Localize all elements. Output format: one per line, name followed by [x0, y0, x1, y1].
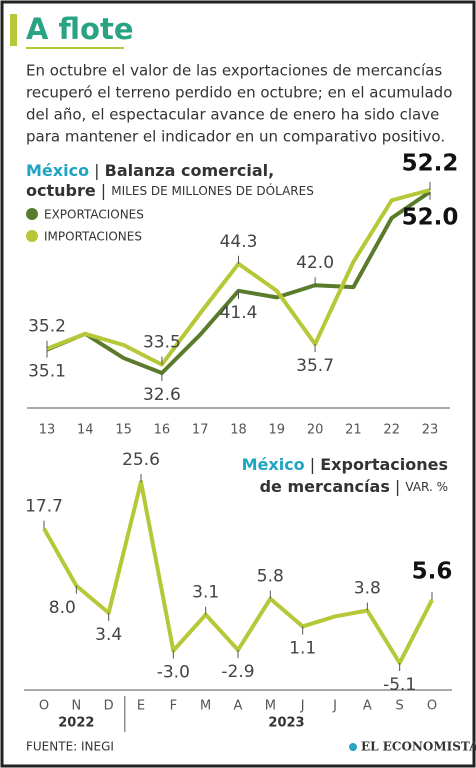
data-label: 3.8 — [354, 579, 381, 599]
paragraph-line: recuperó el terreno perdido en octubre; … — [26, 84, 452, 102]
x-tick-label: 14 — [77, 423, 94, 438]
title-bar — [10, 14, 17, 46]
x-tick-label: 15 — [115, 423, 132, 438]
data-label: 35.1 — [28, 362, 66, 382]
x-tick-label: E — [137, 699, 145, 714]
title-line: de mercancías — [260, 477, 390, 496]
unit: VAR. % — [405, 480, 448, 494]
chart-2: México | Exportaciones de mercancías | VA… — [24, 450, 452, 732]
x-tick-label: 20 — [307, 423, 324, 438]
chart-title: México | Exportaciones — [242, 455, 448, 474]
source: FUENTE: INEGI — [26, 740, 114, 754]
x-tick-label: O — [427, 699, 437, 714]
separator: | — [305, 455, 321, 474]
x-tick-label: 13 — [39, 423, 56, 438]
legend-label: IMPORTACIONES — [44, 230, 142, 244]
title-region: México — [242, 455, 305, 474]
title-line: octubre — [26, 181, 96, 200]
data-label: 32.6 — [143, 385, 181, 405]
title: A flote — [26, 12, 134, 46]
x-tick-label: 19 — [269, 423, 286, 438]
data-label: 17.7 — [25, 497, 63, 517]
x-tick-label: 23 — [422, 423, 439, 438]
x-tick-label: 22 — [383, 423, 400, 438]
title-line: Balanza comercial, — [105, 161, 275, 180]
chart-1: México | Balanza comercial,octubre | MIL… — [26, 151, 458, 438]
x-tick-label: 18 — [230, 423, 247, 438]
x-tick-label: 16 — [154, 423, 171, 438]
data-label: 42.0 — [296, 253, 334, 273]
x-tick-label: O — [39, 699, 49, 714]
chart-title: octubre | MILES DE MILLONES DE DÓLARES — [26, 181, 314, 200]
data-label: 44.3 — [220, 232, 258, 252]
data-label: 1.1 — [289, 638, 316, 658]
data-label: -2.9 — [221, 662, 254, 682]
x-tick-label: S — [396, 699, 404, 714]
x-tick-label: F — [170, 699, 177, 714]
legend-swatch — [26, 230, 38, 242]
brand-icon — [349, 743, 357, 751]
paragraph: En octubre el valor de las exportaciones… — [26, 62, 452, 146]
paragraph-line: En octubre el valor de las exportaciones… — [26, 62, 442, 80]
x-tick-label: N — [71, 699, 81, 714]
separator: | — [390, 477, 406, 496]
legend-label: EXPORTACIONES — [44, 208, 144, 222]
chart-title: de mercancías | VAR. % — [260, 477, 448, 496]
x-tick-label: 17 — [192, 423, 209, 438]
paragraph-line: del año, el espectacular avance de enero… — [26, 106, 439, 124]
paragraph-line: para mantener el indicador en un compara… — [26, 128, 445, 146]
data-label: 33.5 — [143, 333, 181, 353]
x-tick-label: J — [332, 699, 337, 714]
data-label: 8.0 — [49, 598, 76, 618]
x-tick-label: J — [300, 699, 305, 714]
data-label: -5.1 — [383, 675, 416, 695]
separator: | — [96, 181, 112, 200]
year-label: 2023 — [268, 716, 304, 731]
data-label: 35.2 — [28, 317, 66, 337]
x-tick-label: A — [363, 699, 372, 714]
chart-title: México | Balanza comercial, — [26, 161, 274, 180]
data-label: 3.1 — [192, 583, 219, 603]
data-label: -3.0 — [157, 663, 190, 683]
data-label: 25.6 — [122, 450, 160, 470]
legend-swatch — [26, 208, 38, 220]
data-label: 3.4 — [95, 625, 122, 645]
x-tick-label: D — [104, 699, 114, 714]
data-label: 5.6 — [412, 558, 453, 584]
title-line: Exportaciones — [320, 455, 448, 474]
x-tick-label: A — [234, 699, 243, 714]
brand: EL ECONOMISTA — [361, 740, 476, 754]
year-label: 2022 — [58, 716, 94, 731]
data-label: 52.0 — [402, 204, 459, 230]
x-tick-label: M — [265, 699, 276, 714]
unit: MILES DE MILLONES DE DÓLARES — [111, 183, 314, 198]
data-label: 52.2 — [402, 151, 459, 177]
data-label: 5.8 — [257, 567, 284, 587]
x-tick-label: M — [200, 699, 211, 714]
title-region: México — [26, 161, 89, 180]
data-label: 41.4 — [220, 303, 258, 323]
x-tick-label: 21 — [345, 423, 362, 438]
separator: | — [89, 161, 105, 180]
data-label: 35.7 — [296, 356, 334, 376]
